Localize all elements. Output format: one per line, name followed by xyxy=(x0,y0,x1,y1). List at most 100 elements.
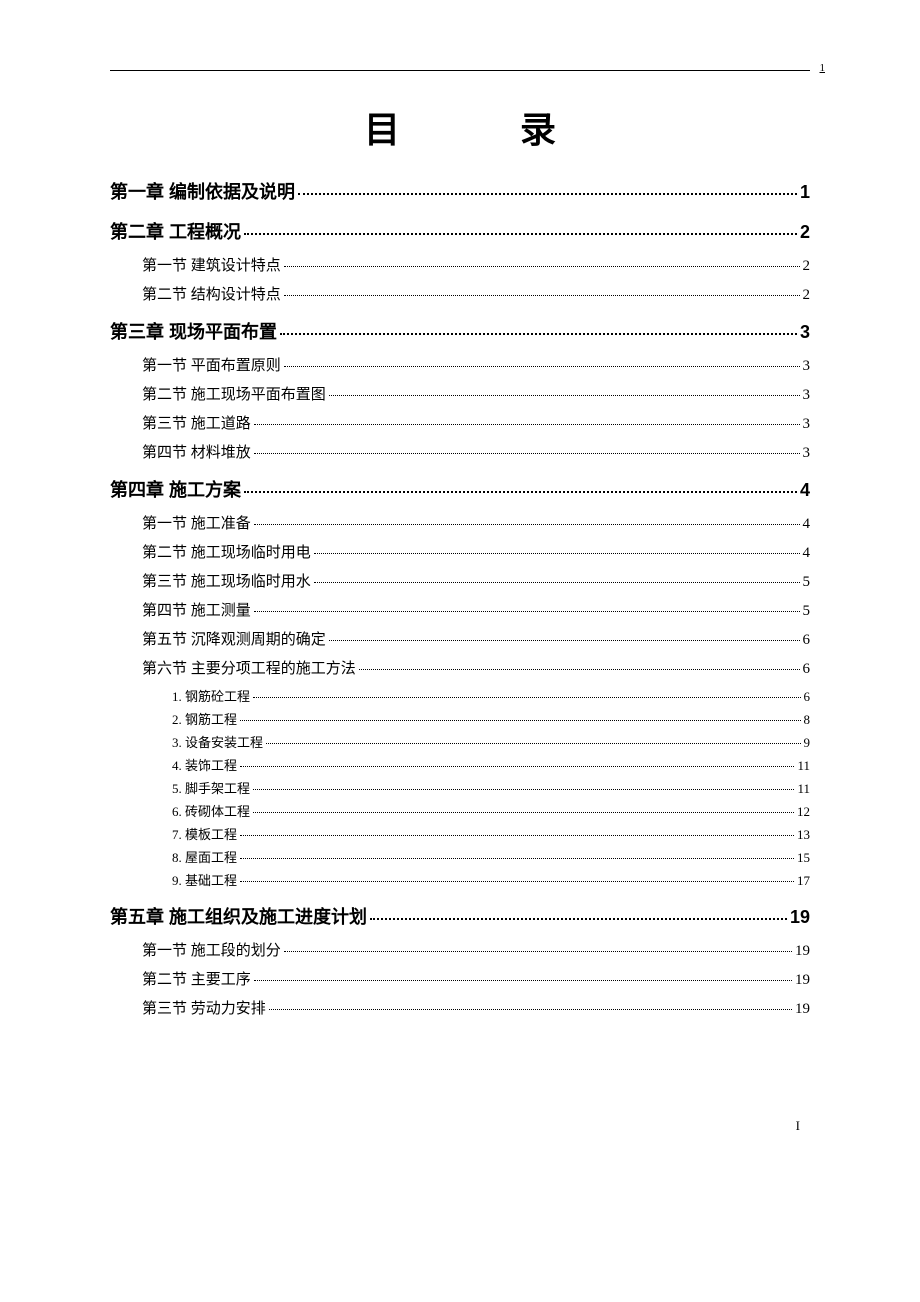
subitem-page: 12 xyxy=(797,804,810,820)
toc-row: 第二章 工程概况 2 xyxy=(110,218,810,244)
toc-row: 第六节 主要分项工程的施工方法 6 xyxy=(142,657,810,678)
toc-row: 6. 砖砌体工程 12 xyxy=(172,801,810,820)
section-label: 第三节 施工道路 xyxy=(142,412,251,433)
dot-leader xyxy=(329,395,800,396)
header-page-marker: 1 xyxy=(820,62,826,74)
section-label: 第一节 施工段的划分 xyxy=(142,939,281,960)
toc-row: 第二节 主要工序 19 xyxy=(142,968,810,989)
chapter-page: 1 xyxy=(800,182,810,203)
toc-row: 第三节 劳动力安排 19 xyxy=(142,997,810,1018)
section-label: 第二节 施工现场平面布置图 xyxy=(142,383,326,404)
dot-leader xyxy=(244,491,797,493)
toc-row: 7. 模板工程 13 xyxy=(172,824,810,843)
toc-row: 第四章 施工方案4 xyxy=(110,476,810,502)
section-page: 6 xyxy=(803,632,811,649)
chapter-page: 4 xyxy=(800,480,810,501)
dot-leader xyxy=(254,611,800,612)
section-label: 第一节 施工准备 xyxy=(142,512,251,533)
title-char-2: 录 xyxy=(520,109,556,150)
dot-leader xyxy=(314,553,800,554)
dot-leader xyxy=(284,266,800,267)
toc-row: 第一章 编制依据及说明 1 xyxy=(110,178,810,204)
toc-row: 3. 设备安装工程 9 xyxy=(172,732,810,751)
section-page: 3 xyxy=(803,387,811,404)
subitem-page: 9 xyxy=(804,735,811,751)
dot-leader xyxy=(240,766,794,767)
toc-row: 1. 钢筋砼工程 6 xyxy=(172,686,810,705)
section-label: 第六节 主要分项工程的施工方法 xyxy=(142,657,356,678)
dot-leader xyxy=(266,743,800,744)
section-page: 3 xyxy=(803,416,811,433)
toc-row: 第一节 平面布置原则3 xyxy=(142,354,810,375)
dot-leader xyxy=(298,193,797,195)
chapter-page: 2 xyxy=(800,222,810,243)
section-page: 19 xyxy=(795,1001,810,1018)
section-page: 4 xyxy=(803,516,811,533)
subitem-page: 15 xyxy=(797,850,810,866)
dot-leader xyxy=(254,453,800,454)
subitem-label: 5. 脚手架工程 xyxy=(172,778,250,797)
section-page: 5 xyxy=(803,603,811,620)
chapter-page: 19 xyxy=(790,907,810,928)
dot-leader xyxy=(244,233,797,235)
section-page: 19 xyxy=(795,943,810,960)
section-page: 6 xyxy=(803,661,811,678)
subitem-page: 8 xyxy=(804,712,811,728)
subitem-page: 17 xyxy=(797,873,810,889)
subitem-label: 3. 设备安装工程 xyxy=(172,732,263,751)
toc-row: 第二节 结构设计特点 2 xyxy=(142,283,810,304)
section-page: 4 xyxy=(803,545,811,562)
dot-leader xyxy=(240,881,794,882)
section-page: 2 xyxy=(803,287,811,304)
header-rule: 1 xyxy=(110,70,810,71)
section-label: 第二节 主要工序 xyxy=(142,968,251,989)
dot-leader xyxy=(240,858,794,859)
dot-leader xyxy=(253,789,794,790)
section-label: 第一节 平面布置原则 xyxy=(142,354,281,375)
subitem-label: 6. 砖砌体工程 xyxy=(172,801,250,820)
dot-leader xyxy=(280,333,797,335)
dot-leader xyxy=(254,980,792,981)
toc-row: 第二节 施工现场临时用电4 xyxy=(142,541,810,562)
section-label: 第四节 材料堆放 xyxy=(142,441,251,462)
section-label: 第二节 结构设计特点 xyxy=(142,283,281,304)
toc-row: 2. 钢筋工程8 xyxy=(172,709,810,728)
chapter-label: 第二章 工程概况 xyxy=(110,218,241,244)
dot-leader xyxy=(254,424,800,425)
section-page: 5 xyxy=(803,574,811,591)
section-label: 第三节 劳动力安排 xyxy=(142,997,266,1018)
subitem-page: 6 xyxy=(804,689,811,705)
toc-row: 第一节 施工段的划分 19 xyxy=(142,939,810,960)
chapter-label: 第三章 现场平面布置 xyxy=(110,318,277,344)
subitem-page: 11 xyxy=(797,758,810,774)
section-page: 3 xyxy=(803,445,811,462)
dot-leader xyxy=(329,640,800,641)
dot-leader xyxy=(359,669,800,670)
subitem-page: 13 xyxy=(797,827,810,843)
chapter-label: 第一章 编制依据及说明 xyxy=(110,178,295,204)
subitem-label: 7. 模板工程 xyxy=(172,824,237,843)
dot-leader xyxy=(253,812,794,813)
toc-row: 第四节 施工测量 5 xyxy=(142,599,810,620)
chapter-label: 第五章 施工组织及施工进度计划 xyxy=(110,903,367,929)
section-label: 第四节 施工测量 xyxy=(142,599,251,620)
footer-page-number: I xyxy=(110,1118,810,1134)
dot-leader xyxy=(284,295,800,296)
section-page: 19 xyxy=(795,972,810,989)
dot-leader xyxy=(253,697,800,698)
toc-body: 第一章 编制依据及说明1第二章 工程概况2第一节 建筑设计特点2第二节 结构设计… xyxy=(110,178,810,1018)
toc-row: 4. 装饰工程11 xyxy=(172,755,810,774)
toc-row: 第五节 沉降观测周期的确定6 xyxy=(142,628,810,649)
toc-row: 9. 基础工程17 xyxy=(172,870,810,889)
dot-leader xyxy=(269,1009,792,1010)
dot-leader xyxy=(240,835,794,836)
dot-leader xyxy=(284,951,792,952)
subitem-label: 1. 钢筋砼工程 xyxy=(172,686,250,705)
section-label: 第三节 施工现场临时用水 xyxy=(142,570,311,591)
section-label: 第一节 建筑设计特点 xyxy=(142,254,281,275)
dot-leader xyxy=(370,918,787,920)
toc-row: 第五章 施工组织及施工进度计划 19 xyxy=(110,903,810,929)
toc-row: 第三章 现场平面布置3 xyxy=(110,318,810,344)
toc-row: 第二节 施工现场平面布置图 3 xyxy=(142,383,810,404)
toc-row: 第一节 施工准备 4 xyxy=(142,512,810,533)
